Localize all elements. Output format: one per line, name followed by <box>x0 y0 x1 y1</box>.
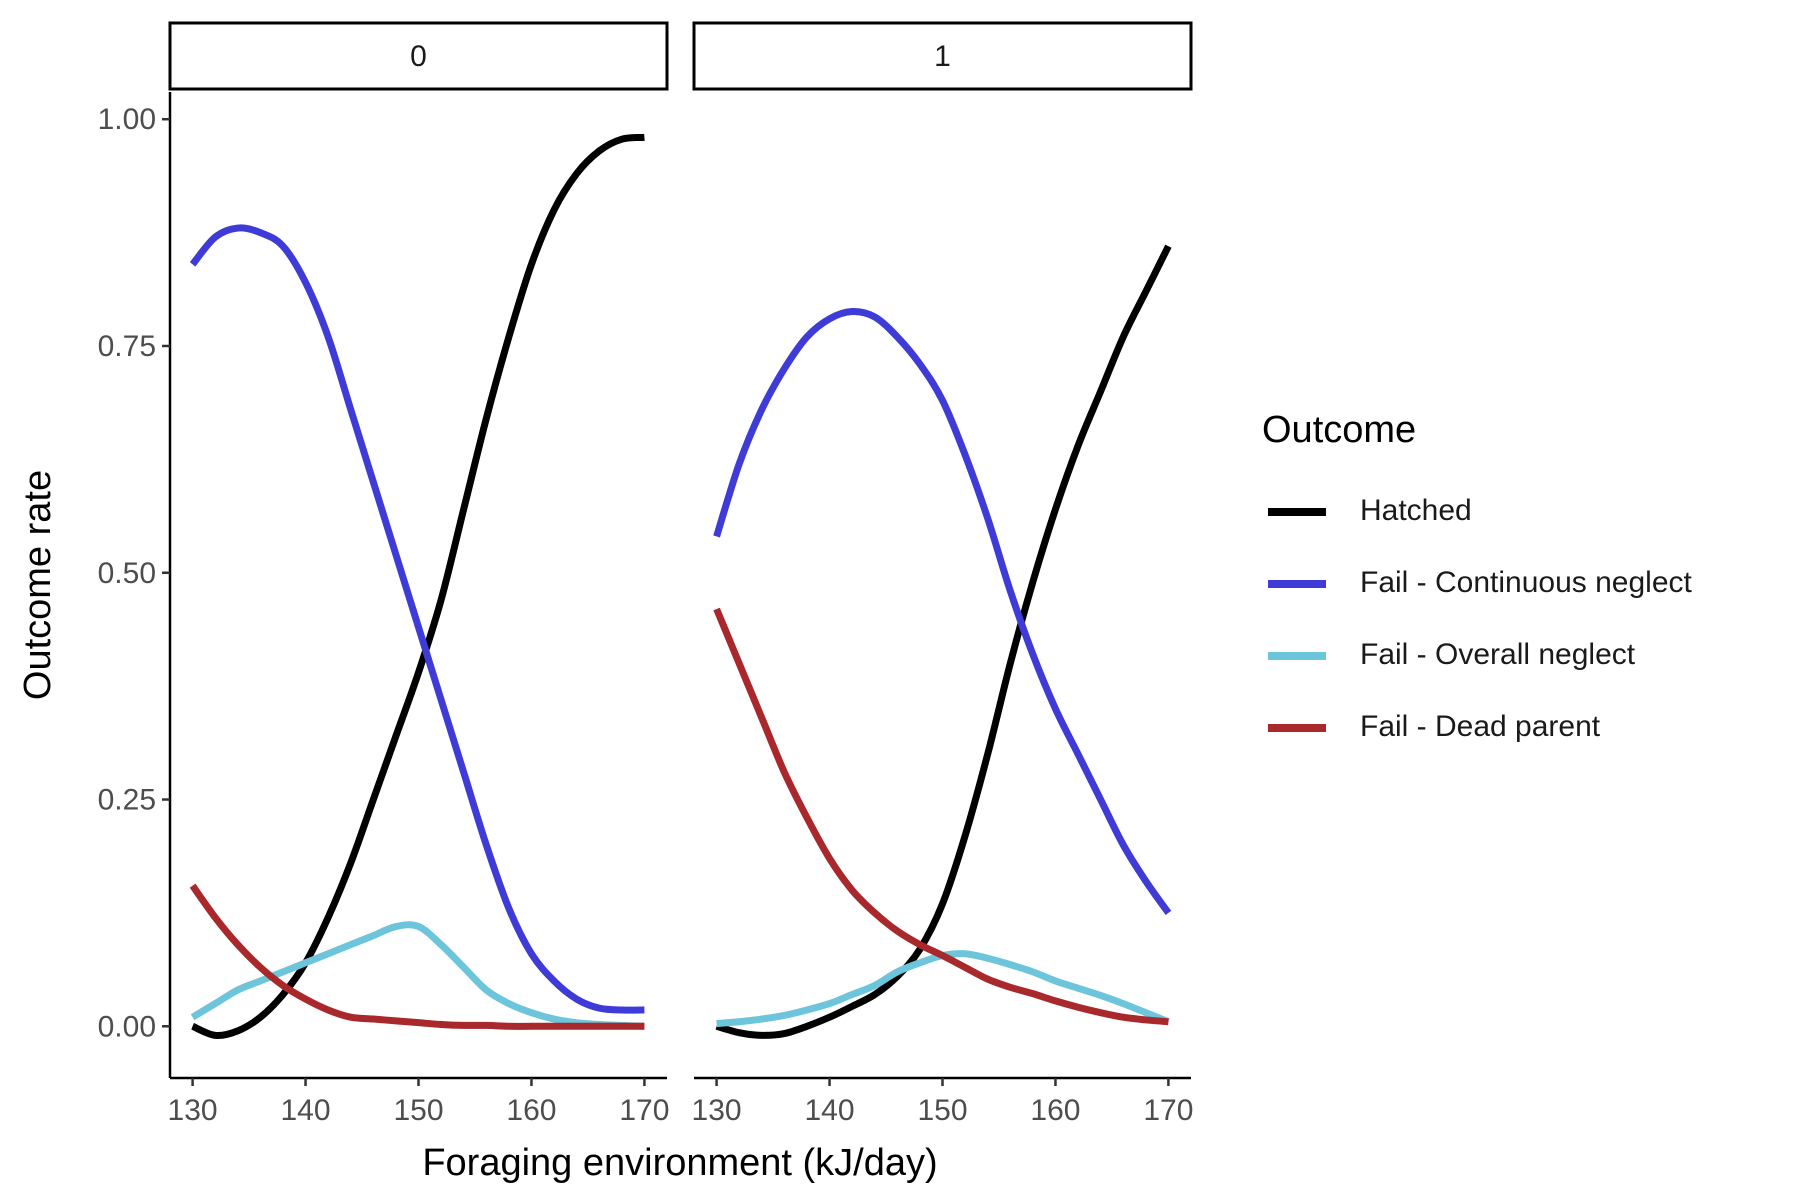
legend-item-fail-continuous-neglect: Fail - Continuous neglect <box>1268 566 1693 599</box>
x-tick-label: 150 <box>917 1094 967 1127</box>
series-line-fail-continuous-neglect <box>713 307 1172 915</box>
y-tick-label: 0.50 <box>98 557 156 590</box>
x-axis-title: Foraging environment (kJ/day) <box>422 1142 937 1184</box>
y-tick-label: 0.00 <box>98 1010 156 1043</box>
legend-item-fail-overall-neglect: Fail - Overall neglect <box>1268 638 1636 671</box>
y-axis-title: Outcome rate <box>17 470 59 700</box>
legend-item-hatched: Hatched <box>1268 494 1472 527</box>
series-line-fail-dead-parent <box>713 607 1169 1026</box>
series-line-fail-overall-neglect <box>190 921 645 1030</box>
facet-panel-1: 1 130 140 150 160 170 <box>692 21 1193 1127</box>
legend: Outcome Hatched Fail - Continuous neglect… <box>1262 409 1693 743</box>
y-tick-label: 1.00 <box>98 103 156 136</box>
x-tick-label: 160 <box>506 1094 556 1127</box>
series-line-hatched <box>715 244 1172 1039</box>
series-line-hatched <box>191 133 645 1040</box>
x-tick-label: 170 <box>619 1094 669 1127</box>
legend-label: Fail - Continuous neglect <box>1360 566 1693 599</box>
facet-panel-0: 0 0.00 0.25 0.50 0.75 1.00 130 140 150 160 170 <box>98 21 669 1127</box>
facet-strip <box>692 21 1193 91</box>
x-tick-label: 140 <box>805 1094 855 1127</box>
facet-strip <box>168 21 669 91</box>
x-tick-label: 140 <box>281 1094 331 1127</box>
series-line-fail-dead-parent <box>189 883 645 1030</box>
legend-label: Fail - Overall neglect <box>1360 638 1636 671</box>
x-tick-label: 130 <box>692 1094 742 1127</box>
x-tick-label: 150 <box>393 1094 443 1127</box>
legend-label: Fail - Dead parent <box>1360 710 1601 743</box>
legend-item-fail-dead-parent: Fail - Dead parent <box>1268 710 1601 743</box>
legend-label: Hatched <box>1360 494 1472 527</box>
x-tick-label: 160 <box>1030 1094 1080 1127</box>
x-tick-label: 130 <box>168 1094 218 1127</box>
facet-strip-label: 1 <box>934 40 951 73</box>
legend-title: Outcome <box>1262 409 1416 451</box>
facet-strip-label: 0 <box>410 40 427 73</box>
chart-panels: 0 0.00 0.25 0.50 0.75 1.00 130 140 150 160 170 1 130… <box>98 21 1193 1127</box>
x-tick-label: 170 <box>1143 1094 1193 1127</box>
series-line-fail-continuous-neglect <box>189 224 645 1014</box>
y-tick-label: 0.75 <box>98 330 156 363</box>
y-tick-label: 0.25 <box>98 784 156 817</box>
